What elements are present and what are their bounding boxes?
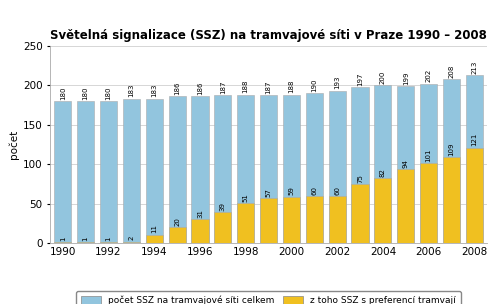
Bar [236,203,254,243]
Bar [260,95,277,243]
Bar [305,93,322,243]
Bar [191,96,208,243]
Text: 39: 39 [219,202,225,211]
Text: 202: 202 [425,69,431,82]
Bar [145,98,162,243]
Text: 186: 186 [196,81,202,95]
Bar [282,197,300,243]
Bar [123,98,140,243]
Text: 180: 180 [105,86,111,100]
Bar [396,169,413,243]
Bar [351,184,368,243]
Text: 1: 1 [83,237,89,241]
Text: 82: 82 [379,168,385,177]
Title: Světelná signalizace (SSZ) na tramvajové síti v Praze 1990 – 2008: Světelná signalizace (SSZ) na tramvajové… [50,29,486,42]
Bar [191,219,208,243]
Y-axis label: počet: počet [8,130,19,159]
Bar [100,242,117,243]
Text: 197: 197 [356,73,362,86]
Text: 101: 101 [425,149,431,162]
Bar [419,84,436,243]
Bar [305,196,322,243]
Bar [236,95,254,243]
Bar [100,101,117,243]
Bar [260,198,277,243]
Text: 31: 31 [196,209,202,218]
Text: 121: 121 [470,133,476,146]
Text: 200: 200 [379,71,385,84]
Bar [442,157,459,243]
Bar [374,178,391,243]
Bar [442,79,459,243]
Legend: počet SSZ na tramvajové síti celkem, z toho SSZ s preferencí tramvají: počet SSZ na tramvajové síti celkem, z t… [76,291,460,304]
Text: 60: 60 [334,185,340,195]
Text: 75: 75 [356,174,362,183]
Bar [419,163,436,243]
Bar [77,101,94,243]
Bar [214,95,231,243]
Text: 180: 180 [83,86,89,100]
Text: 208: 208 [447,64,453,78]
Bar [145,234,162,243]
Bar [214,212,231,243]
Bar [123,242,140,243]
Bar [282,95,300,243]
Text: 193: 193 [334,76,340,89]
Text: 180: 180 [60,86,66,100]
Text: 57: 57 [265,188,271,197]
Text: 51: 51 [242,193,248,202]
Bar [328,91,345,243]
Text: 187: 187 [219,81,225,94]
Text: 187: 187 [265,81,271,94]
Text: 60: 60 [311,185,317,195]
Bar [328,196,345,243]
Text: 199: 199 [402,71,408,85]
Text: 190: 190 [311,78,317,92]
Bar [465,147,482,243]
Bar [465,75,482,243]
Bar [77,242,94,243]
Text: 213: 213 [470,60,476,74]
Text: 109: 109 [447,142,453,156]
Bar [168,96,185,243]
Bar [374,85,391,243]
Text: 11: 11 [151,224,157,233]
Text: 188: 188 [242,80,248,93]
Text: 20: 20 [174,217,180,226]
Text: 94: 94 [402,159,408,168]
Bar [396,86,413,243]
Bar [54,101,71,243]
Text: 1: 1 [60,237,66,241]
Bar [168,227,185,243]
Text: 2: 2 [128,236,134,240]
Text: 183: 183 [128,84,134,97]
Text: 183: 183 [151,84,157,97]
Text: 188: 188 [288,80,294,93]
Text: 59: 59 [288,187,294,195]
Text: 186: 186 [174,81,180,95]
Bar [54,242,71,243]
Bar [351,88,368,243]
Text: 1: 1 [105,237,111,241]
